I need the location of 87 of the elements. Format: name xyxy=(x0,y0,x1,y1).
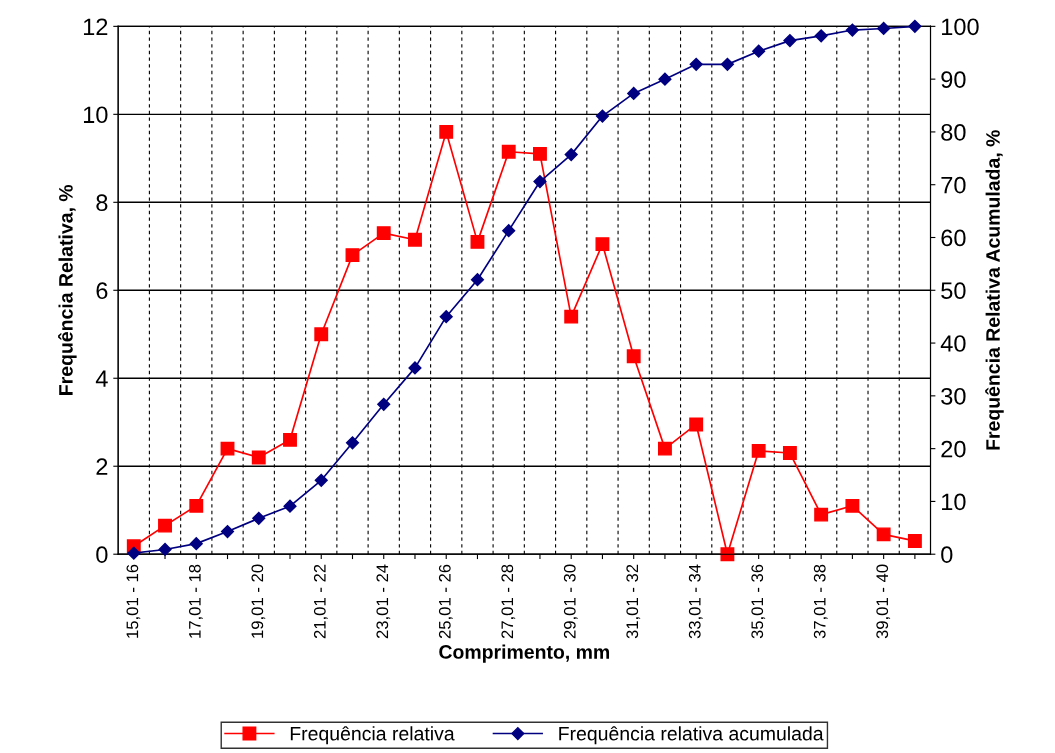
point xyxy=(377,397,391,411)
point xyxy=(189,498,204,513)
x-tick-label: 31,01 - 32 xyxy=(626,564,641,639)
point xyxy=(501,144,516,159)
point xyxy=(752,44,766,58)
point xyxy=(782,446,797,460)
y2-tick-label: 80 xyxy=(941,123,966,141)
point xyxy=(595,109,610,123)
point xyxy=(751,443,766,458)
point xyxy=(252,511,266,525)
y-tick-label: 4 xyxy=(95,370,108,387)
x-tick-label: 17,01 - 18 xyxy=(188,564,203,638)
point xyxy=(127,546,141,560)
y2-tick-label: 30 xyxy=(941,387,966,405)
x-tick-label: 25,01 - 26 xyxy=(438,564,453,639)
y-tick-label: 8 xyxy=(96,194,108,212)
x-axis-title: Comprimento, mm xyxy=(439,644,610,663)
y2-tick-label: 20 xyxy=(941,440,966,458)
x-tick-label: 37,01 - 38 xyxy=(813,564,828,639)
legend-label: Frequência relativa acumulada xyxy=(559,726,824,745)
point xyxy=(158,518,172,533)
point xyxy=(345,248,360,263)
point xyxy=(345,436,360,450)
point xyxy=(189,537,203,551)
point xyxy=(533,174,547,189)
point xyxy=(470,273,485,287)
point xyxy=(314,327,329,342)
y2-tick-label: 50 xyxy=(941,282,966,300)
y2-tick-label: 90 xyxy=(941,71,966,88)
point xyxy=(502,224,516,238)
point xyxy=(470,234,485,249)
point xyxy=(783,34,797,48)
point xyxy=(158,542,172,557)
x-tick-label: 39,01 - 40 xyxy=(876,564,891,639)
point xyxy=(720,547,735,562)
y-axis-title: Frequência Relativa, % xyxy=(58,184,77,395)
point xyxy=(408,361,422,375)
point xyxy=(220,441,235,456)
point xyxy=(439,310,453,324)
point xyxy=(564,309,579,324)
y2-axis-title: Frequência Relativa Acumulada, % xyxy=(985,130,1004,450)
x-tick-label: 29,01 - 30 xyxy=(563,564,578,639)
x-tick-label: 21,01 - 22 xyxy=(313,564,328,639)
point xyxy=(408,232,422,247)
y2-tick-label: 60 xyxy=(941,229,966,247)
point xyxy=(657,441,672,456)
x-tick-label: 23,01 - 24 xyxy=(376,564,391,639)
point xyxy=(283,432,297,447)
y-tick-label: 10 xyxy=(83,106,108,124)
point xyxy=(439,124,454,139)
y-tick-label: 12 xyxy=(83,18,108,35)
x-tick-label: 33,01 - 34 xyxy=(688,564,703,639)
point xyxy=(908,19,922,33)
x-tick-label: 19,01 - 20 xyxy=(251,564,266,638)
legend-label: Frequência relativa xyxy=(290,726,455,745)
y-tick-label: 6 xyxy=(96,282,108,300)
x-tick-label: 35,01 - 36 xyxy=(751,564,766,639)
point xyxy=(627,86,641,100)
point xyxy=(658,72,672,86)
point xyxy=(314,473,328,487)
y2-tick-label: 10 xyxy=(942,493,966,511)
point xyxy=(251,450,266,465)
point xyxy=(720,57,735,71)
x-tick-label: 27,01 - 28 xyxy=(501,564,516,639)
point xyxy=(689,57,703,71)
y-tick-label: 2 xyxy=(96,458,108,475)
point xyxy=(877,21,891,36)
y-tick-label: 0 xyxy=(96,546,108,563)
point xyxy=(845,498,860,513)
point xyxy=(814,29,828,43)
y2-tick-label: 70 xyxy=(941,176,966,194)
x-tick-label: 15,01 - 16 xyxy=(126,564,141,638)
point xyxy=(876,527,891,542)
point xyxy=(533,146,547,161)
point xyxy=(626,349,641,364)
point xyxy=(689,417,704,432)
y2-tick-label: 100 xyxy=(942,18,979,36)
point xyxy=(845,23,859,37)
point xyxy=(376,226,391,241)
point xyxy=(564,148,578,162)
point xyxy=(814,507,829,522)
y2-tick-label: 0 xyxy=(941,546,953,563)
point xyxy=(907,534,922,548)
point xyxy=(220,524,235,539)
y2-tick-label: 40 xyxy=(940,335,966,352)
point xyxy=(595,237,610,252)
point xyxy=(283,499,297,513)
